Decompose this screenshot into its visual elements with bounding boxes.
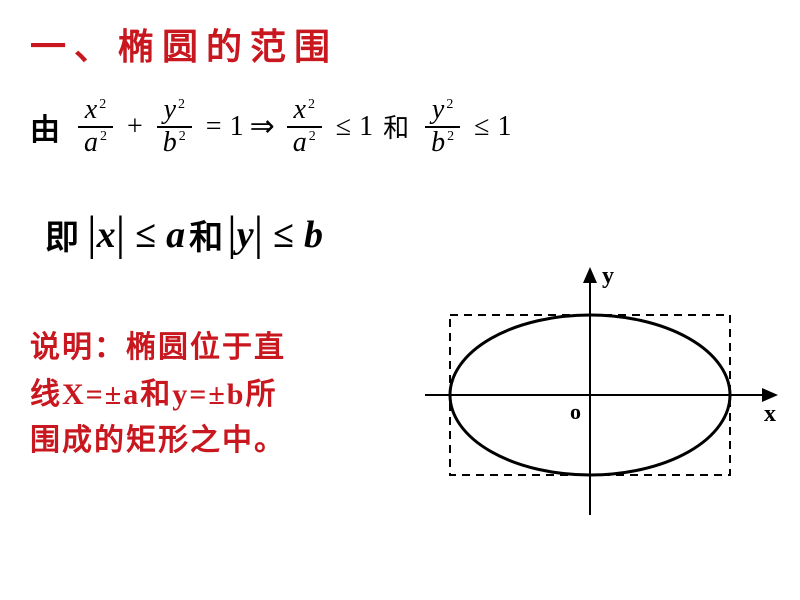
frac-x2-a2-r: x2 a2 <box>287 95 322 159</box>
explain-line-2: 线X=±a和y=±b所 <box>30 372 370 419</box>
he-2: 和 <box>189 210 223 259</box>
label-ji: 即 <box>45 210 79 259</box>
one-1: 1 <box>230 111 244 143</box>
frac-x2-a2: x2 a2 <box>78 95 113 159</box>
svg-text:y: y <box>602 265 614 289</box>
leq-4: ≤ <box>273 213 294 257</box>
implies-arrow: ⇒ <box>250 109 275 144</box>
leq-1: ≤ <box>336 111 351 143</box>
plus-op: + <box>127 111 143 143</box>
explain-line-3: 围成的矩形之中。 <box>30 418 370 465</box>
explanation-text: 说明：椭圆位于直 线X=±a和y=±b所 围成的矩形之中。 <box>30 325 370 465</box>
eq-op: = <box>206 111 222 143</box>
leq-3: ≤ <box>135 213 156 257</box>
svg-text:o: o <box>570 399 581 424</box>
frac-y2-b2: y2 b2 <box>157 95 192 159</box>
explain-line-1: 说明：椭圆位于直 <box>30 325 370 372</box>
he-1: 和 <box>383 108 409 145</box>
frac-y2-b2-r: y2 b2 <box>425 95 460 159</box>
equation-row: 由 x2 a2 + y2 b2 = 1 ⇒ x2 a2 ≤ 1 和 y2 b2 … <box>30 95 512 159</box>
ellipse-diagram: y x o <box>420 265 780 525</box>
leq-2: ≤ <box>474 111 489 143</box>
section-title: 一、椭圆的范围 <box>30 18 338 70</box>
label-you: 由 <box>30 105 60 149</box>
svg-text:x: x <box>764 401 776 427</box>
one-3: 1 <box>498 111 512 143</box>
one-2: 1 <box>359 111 373 143</box>
result-row: 即 |x| ≤ a 和 |y| ≤ b <box>45 210 323 259</box>
